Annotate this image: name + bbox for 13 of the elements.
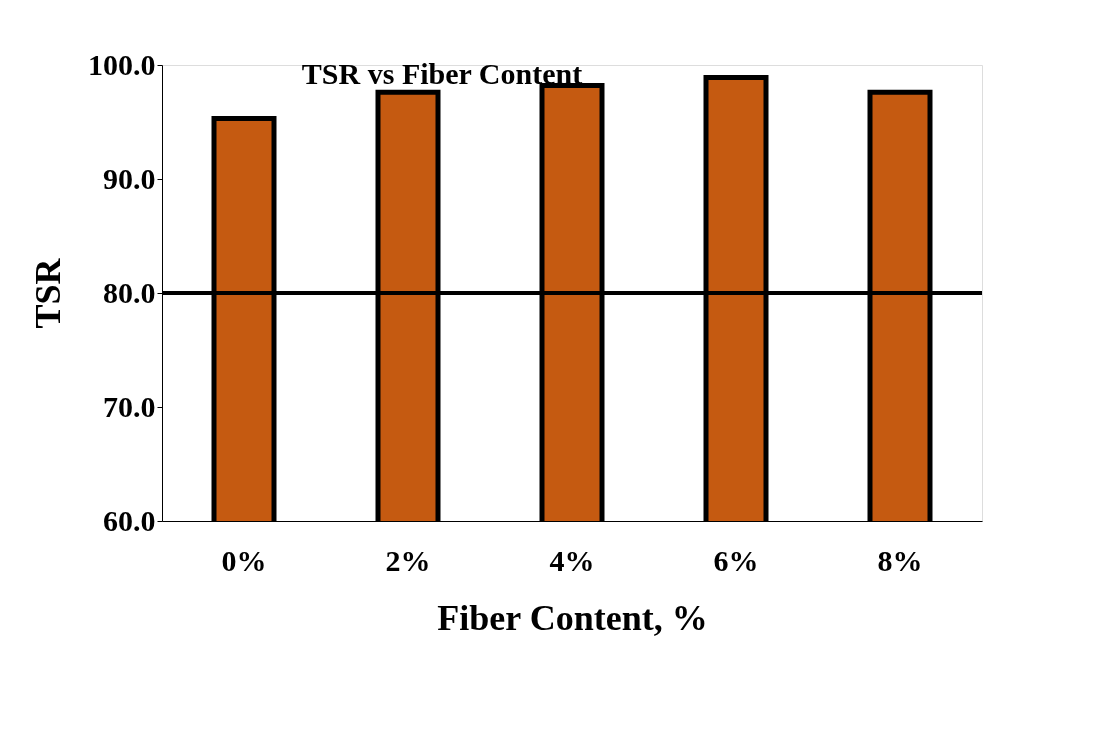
x-tick-label: 8% xyxy=(877,543,923,577)
x-tick-label: 2% xyxy=(385,543,431,577)
x-axis-title: Fiber Content, % xyxy=(437,597,708,638)
y-tick-label: 60.0 xyxy=(103,503,156,537)
x-tick-label: 4% xyxy=(549,543,595,577)
y-tick-label: 90.0 xyxy=(103,161,156,195)
chart-title: TSR vs Fiber Content xyxy=(301,57,583,90)
y-tick-label: 70.0 xyxy=(103,389,156,423)
x-tick-label: 6% xyxy=(713,543,759,577)
x-tick-label: 0% xyxy=(221,543,267,577)
y-axis-title: TSR xyxy=(28,257,68,329)
y-tick-label: 80.0 xyxy=(103,275,156,309)
y-tick-label: 100.0 xyxy=(88,47,156,81)
